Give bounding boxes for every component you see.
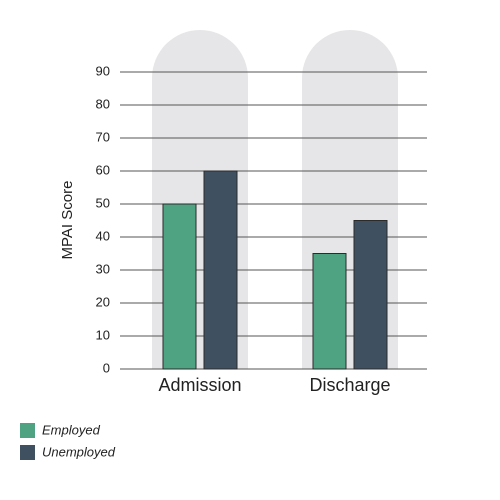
y-tick-label: 80 bbox=[96, 96, 110, 111]
legend-swatch bbox=[20, 423, 35, 438]
y-tick-label: 40 bbox=[96, 228, 110, 243]
legend-label: Unemployed bbox=[42, 444, 116, 459]
y-tick-label: 20 bbox=[96, 294, 110, 309]
y-tick-label: 90 bbox=[96, 63, 110, 78]
y-axis-label: MPAI Score bbox=[59, 181, 76, 260]
y-tick-label: 0 bbox=[103, 360, 110, 375]
y-tick-label: 70 bbox=[96, 129, 110, 144]
bar bbox=[203, 170, 238, 370]
bar bbox=[162, 203, 197, 370]
legend-label: Employed bbox=[42, 422, 101, 437]
x-tick-label: Admission bbox=[158, 375, 241, 395]
y-tick-label: 50 bbox=[96, 195, 110, 210]
y-tick-label: 60 bbox=[96, 162, 110, 177]
legend-swatch bbox=[20, 445, 35, 460]
bar bbox=[312, 253, 347, 370]
x-tick-label: Discharge bbox=[309, 375, 390, 395]
y-tick-label: 10 bbox=[96, 327, 110, 342]
y-tick-label: 30 bbox=[96, 261, 110, 276]
bar bbox=[353, 220, 388, 370]
